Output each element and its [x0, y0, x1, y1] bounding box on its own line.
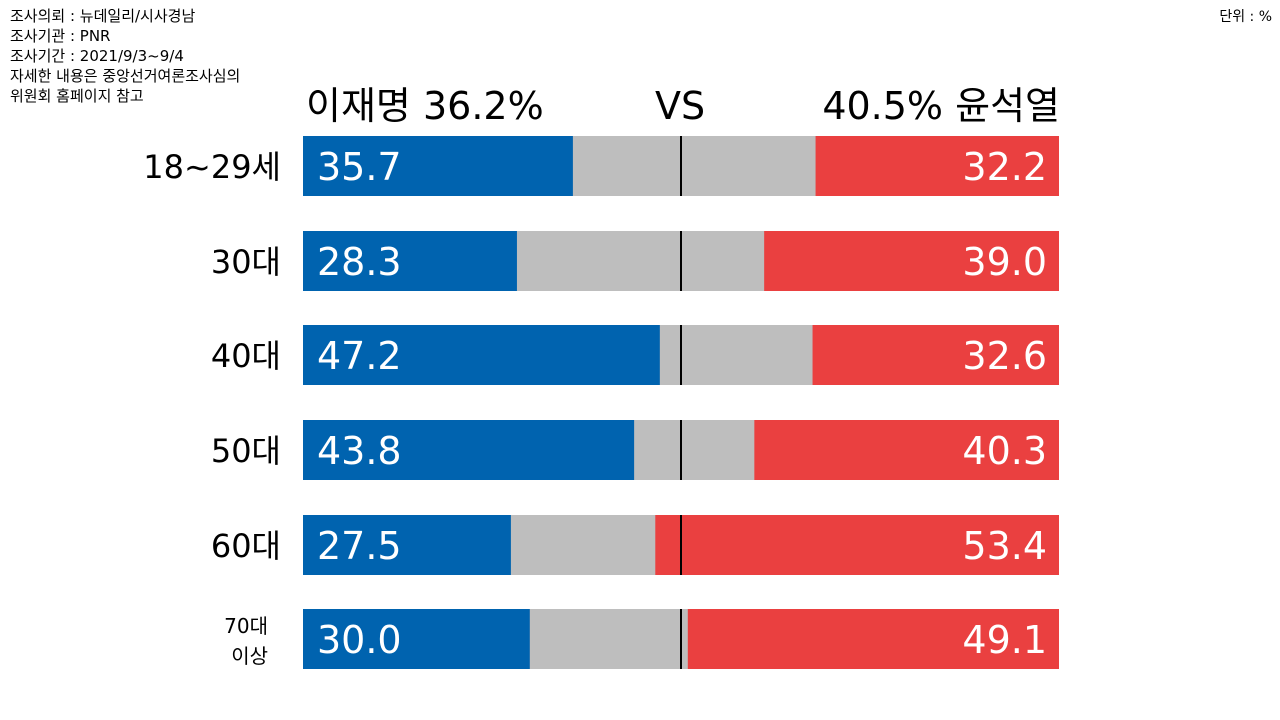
bar-right [815, 136, 1059, 196]
value-label-left: 30.0 [317, 618, 402, 662]
bar-left [303, 515, 511, 575]
category-label: 60대 [211, 527, 281, 565]
survey-period: 조사기간 : 2021/9/3~9/4 [10, 47, 184, 65]
value-label-right: 39.0 [962, 240, 1047, 284]
category-label: 50대 [211, 432, 281, 470]
bar-right [687, 609, 1059, 669]
category-label: 40대 [211, 337, 281, 375]
category-label: 30대 [211, 243, 281, 281]
survey-note-1: 자세한 내용은 중앙선거여론조사심의 [10, 67, 241, 85]
value-label-right: 53.4 [962, 524, 1047, 568]
survey-note-2: 위원회 홈페이지 참고 [10, 87, 144, 105]
value-label-right: 40.3 [962, 429, 1047, 473]
bar-left [303, 325, 660, 385]
value-label-right: 32.6 [962, 334, 1047, 378]
value-label-left: 35.7 [317, 145, 402, 189]
bar-left [303, 231, 517, 291]
survey-info: 조사의뢰 : 뉴데일리/시사경남 조사기관 : PNR 조사기간 : 2021/… [10, 6, 240, 106]
category-label: 70대 [224, 614, 268, 638]
value-label-right: 32.2 [962, 145, 1047, 189]
bar-left [303, 420, 635, 480]
survey-agency: 조사기관 : PNR [10, 27, 111, 45]
bar-right [754, 420, 1059, 480]
bar-left [303, 136, 573, 196]
bar-left [303, 609, 530, 669]
value-label-left: 43.8 [317, 429, 402, 473]
bar-right [655, 515, 1059, 575]
survey-sponsor: 조사의뢰 : 뉴데일리/시사경남 [10, 7, 196, 25]
bar-right [812, 325, 1059, 385]
candidate-right-total: 40.5% 윤석열 [822, 84, 1060, 128]
bar-right [764, 231, 1059, 291]
value-label-left: 27.5 [317, 524, 402, 568]
unit-label: 단위 : % [1219, 9, 1272, 25]
value-label-left: 47.2 [317, 334, 402, 378]
value-label-right: 49.1 [962, 618, 1047, 662]
candidate-left-total: 이재명 36.2% [306, 84, 544, 128]
value-label-left: 28.3 [317, 240, 402, 284]
category-label: 이상 [231, 644, 268, 668]
category-label: 18~29세 [143, 148, 281, 186]
vs-label: VS [655, 84, 706, 128]
